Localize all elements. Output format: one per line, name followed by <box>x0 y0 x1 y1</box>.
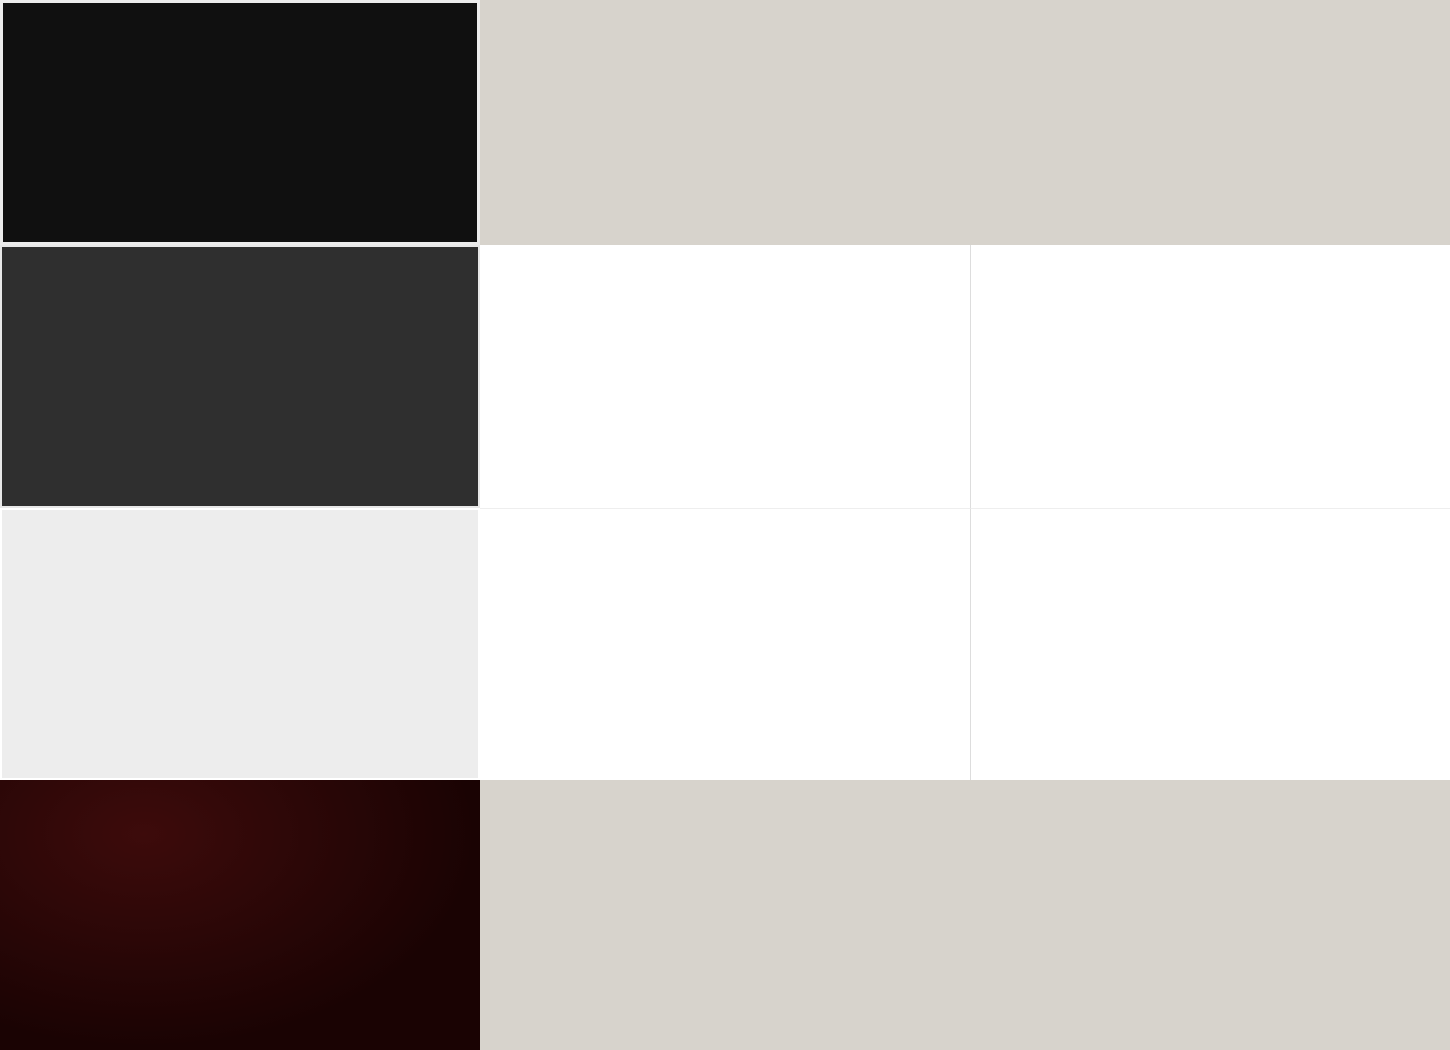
panel-odoo-cog <box>970 508 1450 780</box>
window-test1-ventes <box>480 0 970 245</box>
panel-crm-sales-analysis <box>0 780 480 1050</box>
panel-ventes-light <box>0 508 480 780</box>
panel-ventes-dark <box>0 0 480 245</box>
panel-analyse-ventes-budget <box>0 245 480 508</box>
panel-report-website <box>480 245 970 508</box>
window-sans-titre <box>970 780 1450 1050</box>
panel-odoo-sales <box>970 245 1450 508</box>
window-ap-analyse <box>480 780 970 1050</box>
window-odoo-crm <box>970 0 1450 245</box>
panel-facebook-report <box>480 508 970 780</box>
